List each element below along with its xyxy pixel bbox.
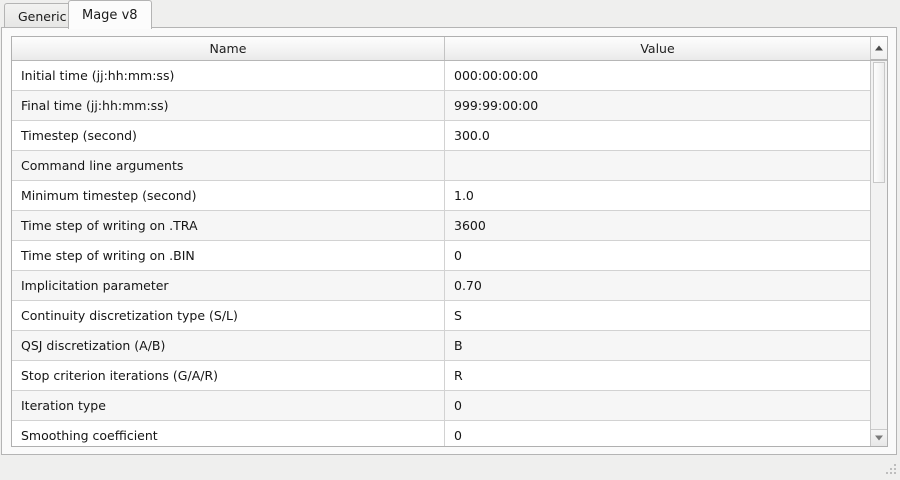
cell-value[interactable]: 999:99:00:00 [454, 98, 539, 113]
scrollbar-track[interactable] [871, 61, 887, 428]
cell-value[interactable]: 0.70 [454, 278, 482, 293]
table-rows: Initial time (jj:hh:mm:ss) 000:00:00:00 Fi… [12, 61, 870, 446]
table-row[interactable]: Stop criterion iterations (G/A/R) R [12, 361, 870, 391]
table-row[interactable]: Implicitation parameter 0.70 [12, 271, 870, 301]
vertical-scrollbar[interactable] [870, 61, 887, 446]
cell-name[interactable]: Final time (jj:hh:mm:ss) [12, 91, 445, 120]
table-row[interactable]: Iteration type 0 [12, 391, 870, 421]
cell-name[interactable]: Minimum timestep (second) [12, 181, 445, 210]
tab-panel-mage-v8: Name Value Initial time (jj:hh:mm:ss) 000… [1, 27, 897, 455]
scrollbar-thumb[interactable] [873, 62, 885, 183]
cell-name[interactable]: Stop criterion iterations (G/A/R) [12, 361, 445, 390]
tab-generic-label: Generic [18, 8, 67, 24]
table-row[interactable]: QSJ discretization (A/B) B [12, 331, 870, 361]
table-row[interactable]: Time step of writing on .TRA 3600 [12, 211, 870, 241]
table-row[interactable]: Timestep (second) 300.0 [12, 121, 870, 151]
table-row[interactable]: Time step of writing on .BIN 0 [12, 241, 870, 271]
resize-grip-icon[interactable] [882, 462, 897, 477]
cell-name[interactable]: Continuity discretization type (S/L) [12, 301, 445, 330]
table-row[interactable]: Minimum timestep (second) 1.0 [12, 181, 870, 211]
cell-value[interactable]: 300.0 [454, 128, 490, 143]
cell-value[interactable]: 0 [454, 428, 462, 443]
scrollbar-down-button[interactable] [871, 429, 887, 446]
cell-name[interactable]: Smoothing coefficient [12, 421, 445, 446]
cell-value[interactable]: 1.0 [454, 188, 474, 203]
cell-value[interactable]: 3600 [454, 218, 486, 233]
cell-value[interactable]: 0 [454, 248, 462, 263]
triangle-down-icon [875, 435, 883, 441]
cell-value[interactable]: B [454, 338, 463, 353]
cell-value[interactable]: 000:00:00:00 [454, 68, 539, 83]
cell-name[interactable]: Time step of writing on .BIN [12, 241, 445, 270]
cell-value[interactable]: 0 [454, 398, 462, 413]
cell-name[interactable]: Time step of writing on .TRA [12, 211, 445, 240]
table-row[interactable]: Smoothing coefficient 0 [12, 421, 870, 446]
column-header-name[interactable]: Name [12, 37, 445, 60]
cell-name[interactable]: Implicitation parameter [12, 271, 445, 300]
column-header-value[interactable]: Value [445, 37, 870, 60]
scrollbar-up-button[interactable] [870, 37, 887, 60]
column-header-name-label: Name [209, 41, 247, 56]
table-body: Initial time (jj:hh:mm:ss) 000:00:00:00 Fi… [12, 61, 887, 446]
cell-name[interactable]: Initial time (jj:hh:mm:ss) [12, 61, 445, 90]
cell-value[interactable] [445, 151, 870, 180]
table-header-row: Name Value [12, 37, 887, 61]
triangle-up-icon [875, 45, 883, 51]
cell-name[interactable]: QSJ discretization (A/B) [12, 331, 445, 360]
tab-bar: Generic Mage v8 [0, 0, 900, 29]
tab-generic[interactable]: Generic [4, 3, 81, 28]
table-row[interactable]: Final time (jj:hh:mm:ss) 999:99:00:00 [12, 91, 870, 121]
cell-value[interactable]: R [454, 368, 463, 383]
table-rows-viewport: Initial time (jj:hh:mm:ss) 000:00:00:00 Fi… [12, 61, 870, 446]
table-row[interactable]: Command line arguments [12, 151, 870, 181]
cell-name[interactable]: Timestep (second) [12, 121, 445, 150]
cell-name[interactable]: Iteration type [12, 391, 445, 420]
table-row[interactable]: Initial time (jj:hh:mm:ss) 000:00:00:00 [12, 61, 870, 91]
cell-value[interactable]: S [454, 308, 462, 323]
column-header-value-label: Value [640, 41, 675, 56]
table-row[interactable]: Continuity discretization type (S/L) S [12, 301, 870, 331]
cell-name[interactable]: Command line arguments [12, 151, 445, 180]
tab-mage-v8[interactable]: Mage v8 [68, 0, 152, 29]
tab-mage-v8-label: Mage v8 [82, 7, 138, 23]
parameters-table: Name Value Initial time (jj:hh:mm:ss) 000… [11, 36, 888, 447]
